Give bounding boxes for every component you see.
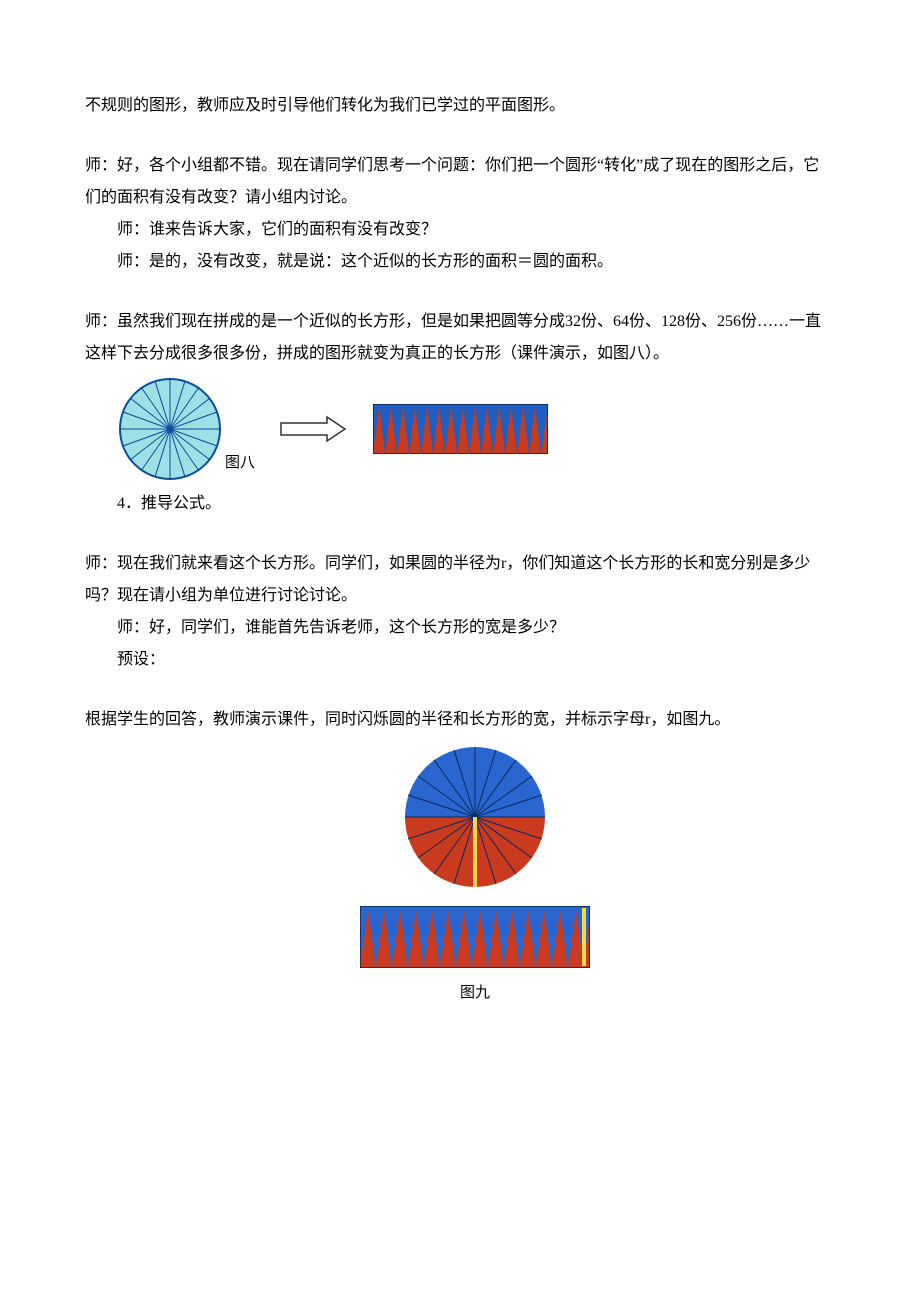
paragraph: 根据学生的回答，教师演示课件，同时闪烁圆的半径和长方形的宽，并标示字母r，如图九… (85, 704, 835, 736)
arrow-right-icon (279, 414, 349, 444)
rectangle-diagram-icon (373, 404, 548, 454)
document-page: 不规则的图形，教师应及时引导他们转化为我们已学过的平面图形。 师：好，各个小组都… (0, 0, 920, 1054)
paragraph: 师：好，各个小组都不错。现在请同学们思考一个问题：你们把一个圆形“转化”成了现在… (85, 150, 835, 214)
paragraph: 4．推导公式。 (85, 488, 835, 520)
paragraph: 师：虽然我们现在拼成的是一个近似的长方形，但是如果把圆等分成32份、64份、12… (85, 306, 835, 370)
paragraph: 不规则的图形，教师应及时引导他们转化为我们已学过的平面图形。 (85, 90, 835, 122)
paragraph: 师：现在我们就来看这个长方形。同学们，如果圆的半径为r，你们知道这个长方形的长和… (85, 548, 835, 612)
rectangle-radius-diagram-icon (360, 906, 590, 968)
paragraph: 预设： (85, 644, 835, 676)
figure-nine: 图九 (115, 742, 835, 1008)
circle-radius-diagram-icon (395, 742, 555, 892)
figure-label: 图九 (460, 978, 490, 1008)
circle-diagram-icon (115, 374, 225, 484)
figure-eight: 图八 (115, 374, 835, 484)
figure-label: 图八 (225, 448, 255, 478)
paragraph: 师：谁来告诉大家，它们的面积有没有改变？ (85, 214, 835, 246)
paragraph: 师：好，同学们，谁能首先告诉老师，这个长方形的宽是多少？ (85, 612, 835, 644)
paragraph: 师：是的，没有改变，就是说：这个近似的长方形的面积＝圆的面积。 (85, 246, 835, 278)
